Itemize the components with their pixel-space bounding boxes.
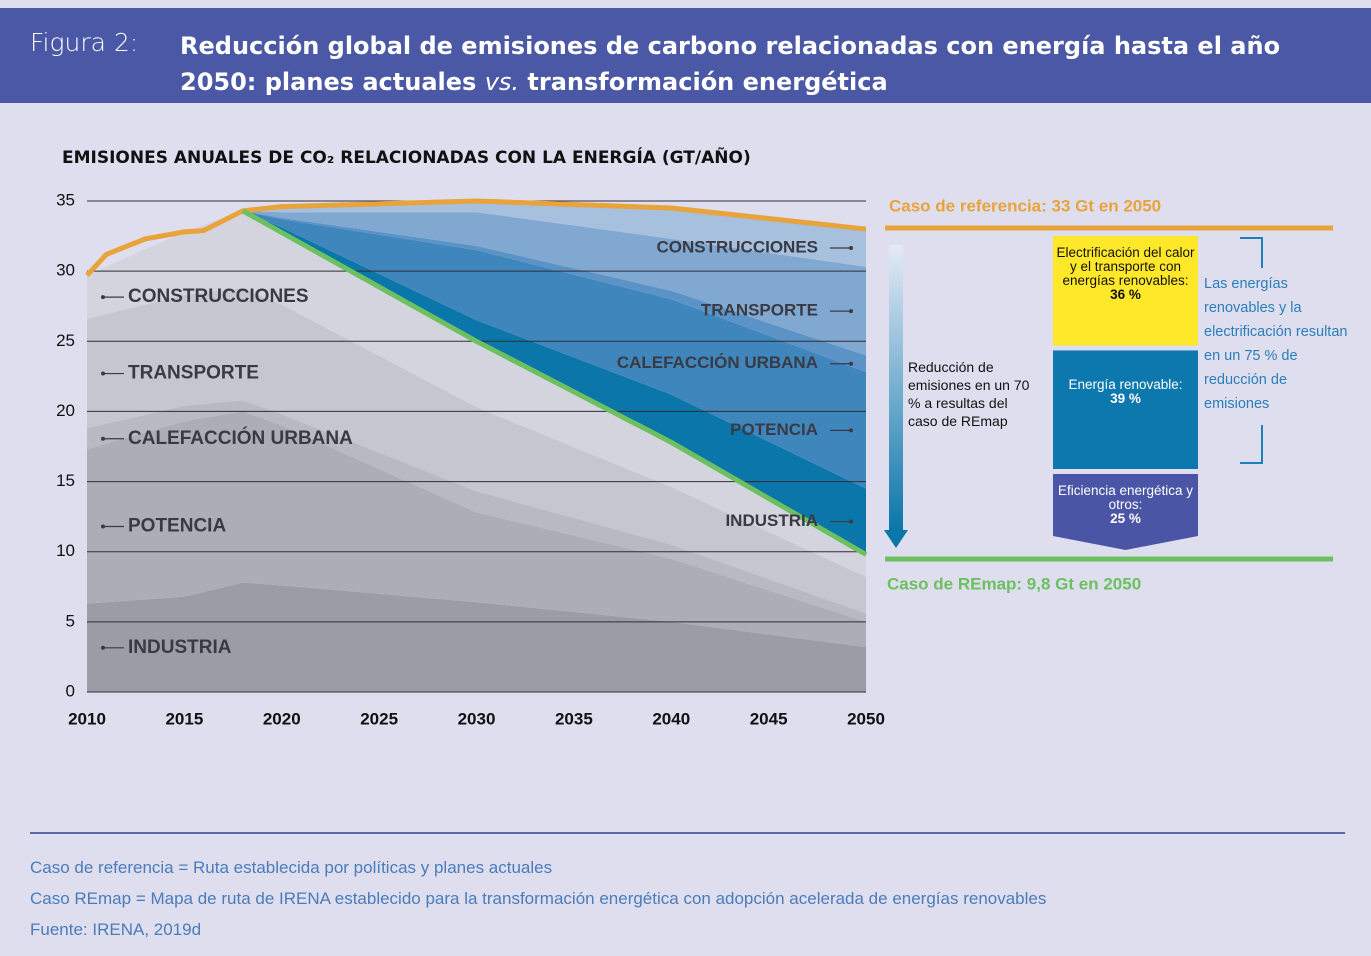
series-label: POTENCIA bbox=[128, 515, 226, 536]
series-label: TRANSPORTE bbox=[128, 363, 259, 384]
title-part: vs. bbox=[484, 68, 520, 96]
x-tick-label: 2010 bbox=[68, 709, 106, 728]
area-segment bbox=[87, 287, 866, 614]
y-tick-label: 35 bbox=[56, 190, 75, 209]
y-tick-label: 25 bbox=[56, 331, 75, 350]
annotation: Caso de referencia: 33 Gt en 2050 bbox=[889, 196, 1161, 215]
label-dot bbox=[849, 361, 853, 366]
breakdown-label: Eficiencia energética y otros: bbox=[1057, 483, 1194, 512]
bracket bbox=[1240, 237, 1263, 464]
label-dot bbox=[849, 428, 853, 433]
x-tick-label: 2020 bbox=[263, 709, 301, 728]
label-dot bbox=[849, 309, 853, 314]
area-segment bbox=[242, 201, 867, 267]
breakdown-value: 25 % bbox=[1110, 511, 1141, 526]
x-tick-label: 2040 bbox=[652, 709, 690, 728]
figure-title: Reducción global de emisiones de carbono… bbox=[180, 28, 1360, 100]
reduction-arrow-head bbox=[884, 530, 908, 548]
breakdown-box bbox=[1053, 474, 1198, 550]
area-segment bbox=[87, 210, 866, 577]
breakdown-value: 36 % bbox=[1110, 287, 1141, 302]
series-label: CALEFACCIÓN URBANA bbox=[617, 353, 818, 372]
y-tick-label: 30 bbox=[56, 261, 75, 280]
line bbox=[241, 208, 868, 557]
breakdown-value: 39 % bbox=[1110, 391, 1141, 407]
x-tick-label: 2050 bbox=[847, 709, 885, 728]
note: Caso REmap = Mapa de ruta de IRENA estab… bbox=[30, 889, 1047, 908]
area-segment bbox=[87, 400, 866, 622]
breakdown-text: Electrificación del calor y el transport… bbox=[1053, 246, 1198, 302]
series-label: CALEFACCIÓN URBANA bbox=[128, 427, 353, 449]
label-dot bbox=[849, 519, 853, 524]
series-label: POTENCIA bbox=[730, 420, 818, 439]
y-tick-label: 0 bbox=[66, 681, 75, 700]
note: Caso de referencia = Ruta establecida po… bbox=[30, 858, 553, 877]
area-segment bbox=[242, 210, 867, 356]
note: Fuente: IRENA, 2019d bbox=[30, 920, 202, 939]
title-line: Reducción global de emisiones de carbono… bbox=[180, 32, 1281, 60]
area-segment bbox=[87, 582, 866, 692]
figure-number: Figura 2: bbox=[30, 28, 139, 57]
breakdown-text: Energía renovable: 39 % bbox=[1053, 378, 1198, 406]
series-label: INDUSTRIA bbox=[725, 511, 818, 530]
breakdown-label: Electrificación del calor y el transport… bbox=[1056, 245, 1195, 288]
breakdown-text: Eficiencia energética y otros: 25 % bbox=[1053, 484, 1198, 526]
y-tick-label: 15 bbox=[56, 471, 75, 490]
line bbox=[85, 198, 867, 278]
x-tick-label: 2030 bbox=[458, 709, 496, 728]
breakdown-box bbox=[1053, 236, 1198, 346]
breakdown-label: Energía renovable: bbox=[1068, 377, 1183, 393]
x-tick-label: 2035 bbox=[555, 709, 593, 728]
series-label: CONSTRUCCIONES bbox=[656, 237, 818, 256]
y-tick-label: 20 bbox=[56, 401, 75, 420]
x-tick-label: 2025 bbox=[360, 709, 398, 728]
y-tick-label: 5 bbox=[66, 611, 75, 630]
area-segment bbox=[87, 411, 866, 648]
title-part: transformación energética bbox=[527, 68, 888, 96]
arrow-text: Reducción de emisiones en un 70 % a resu… bbox=[908, 359, 1030, 429]
x-tick-label: 2015 bbox=[165, 709, 203, 728]
series-label: INDUSTRIA bbox=[128, 637, 232, 658]
area-segment bbox=[242, 210, 867, 489]
series-label: CONSTRUCCIONES bbox=[128, 286, 309, 307]
y-tick-label: 10 bbox=[56, 541, 75, 560]
x-tick-label: 2045 bbox=[750, 709, 788, 728]
bracket-text: Las energías renovables y la electrifica… bbox=[1204, 276, 1348, 412]
label-dot bbox=[849, 245, 853, 250]
title-part: 2050: planes actuales bbox=[180, 68, 477, 96]
chart-title: EMISIONES ANUALES DE CO₂ RELACIONADAS CO… bbox=[62, 145, 751, 168]
annotation: Caso de REmap: 9,8 Gt en 2050 bbox=[887, 574, 1141, 593]
breakdown-box bbox=[1053, 350, 1198, 469]
header: Figura 2: Reducción global de emisiones … bbox=[0, 8, 1371, 103]
reduction-arrow bbox=[889, 245, 903, 530]
series-label: TRANSPORTE bbox=[701, 301, 818, 320]
